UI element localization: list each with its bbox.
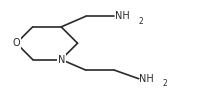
Text: N: N [58, 55, 65, 65]
Text: NH: NH [139, 74, 153, 84]
Text: O: O [12, 38, 20, 48]
Text: 2: 2 [162, 79, 167, 89]
Text: 2: 2 [139, 17, 143, 26]
Text: NH: NH [115, 11, 130, 21]
